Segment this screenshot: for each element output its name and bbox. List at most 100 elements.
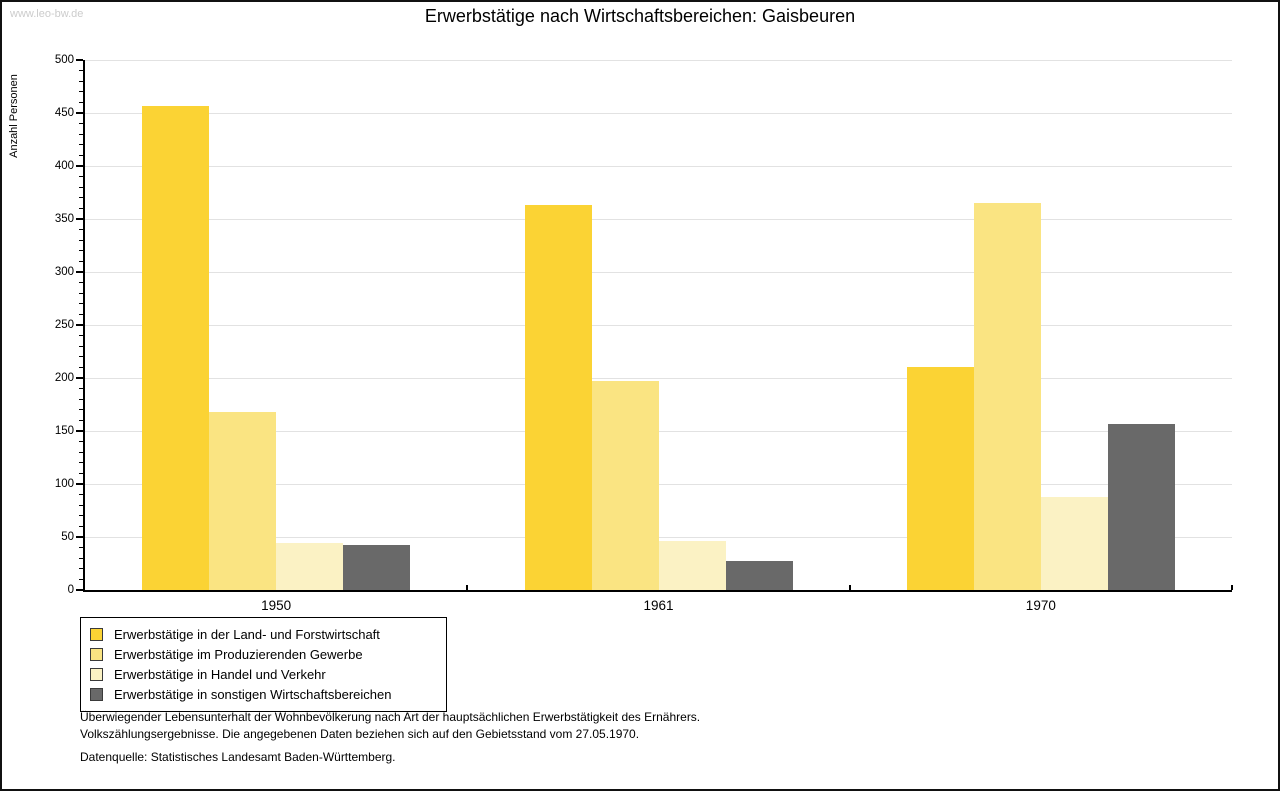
y-tick-490 xyxy=(79,70,83,72)
y-tick-460 xyxy=(79,101,83,103)
y-tick-80 xyxy=(79,504,83,506)
footnote-line-2: Volkszählungsergebnisse. Die angegebenen… xyxy=(80,727,640,741)
y-tick-110 xyxy=(79,472,83,474)
y-tick-270 xyxy=(79,303,83,305)
bar-1961-series4 xyxy=(725,561,793,590)
y-tick-10 xyxy=(79,578,83,580)
bar-1950-series3 xyxy=(276,543,344,590)
bar-1970-series2 xyxy=(973,203,1041,590)
y-tick-290 xyxy=(79,282,83,284)
gridline-250 xyxy=(85,325,1232,326)
bar-1950-series1 xyxy=(142,105,210,590)
y-tick-200 xyxy=(76,377,83,379)
y-tick-340 xyxy=(79,229,83,231)
x-category-label-1961: 1961 xyxy=(643,598,674,613)
y-tick-label-100: 100 xyxy=(54,478,74,490)
y-tick-420 xyxy=(79,144,83,146)
data-source: Datenquelle: Statistisches Landesamt Bad… xyxy=(80,750,396,764)
y-tick-400 xyxy=(76,165,83,167)
gridline-150 xyxy=(85,431,1232,432)
gridline-100 xyxy=(85,484,1232,485)
plot-area: 0 50 100 150 200 250 300 350 400 450 500 1950 1961 19… xyxy=(55,54,1233,613)
legend-item-2: Erwerbstätige im Produzierenden Gewerbe xyxy=(90,644,436,664)
y-tick-100 xyxy=(76,483,83,485)
legend-swatch-icon xyxy=(90,687,103,701)
bar-1961-series2 xyxy=(591,381,659,590)
y-tick-230 xyxy=(79,345,83,347)
y-tick-label-0: 0 xyxy=(67,584,74,596)
x-boundary-tick-3 xyxy=(1231,585,1233,590)
bar-1970-series3 xyxy=(1040,496,1108,590)
y-tick-90 xyxy=(79,494,83,496)
y-tick-20 xyxy=(79,568,83,570)
bar-1950-series4 xyxy=(343,545,411,590)
y-tick-380 xyxy=(79,186,83,188)
y-tick-220 xyxy=(79,356,83,358)
y-tick-500 xyxy=(76,59,83,61)
y-tick-350 xyxy=(76,218,83,220)
legend-item-1: Erwerbstätige in der Land- und Forstwirt… xyxy=(90,624,436,644)
y-tick-210 xyxy=(79,366,83,368)
y-axis-label: Anzahl Personen xyxy=(8,74,20,158)
y-tick-410 xyxy=(79,154,83,156)
y-tick-190 xyxy=(79,388,83,390)
y-tick-label-400: 400 xyxy=(54,160,74,172)
y-tick-240 xyxy=(79,335,83,337)
y-tick-label-200: 200 xyxy=(54,372,74,384)
y-tick-60 xyxy=(79,525,83,527)
gridline-350 xyxy=(85,219,1232,220)
y-tick-480 xyxy=(79,80,83,82)
bar-1970-series4 xyxy=(1107,423,1175,590)
gridline-500 xyxy=(85,60,1232,61)
footnote-line-1: Überwiegender Lebensunterhalt der Wohnbe… xyxy=(80,710,701,724)
y-tick-280 xyxy=(79,292,83,294)
y-tick-320 xyxy=(79,250,83,252)
y-tick-390 xyxy=(79,176,83,178)
y-tick-130 xyxy=(79,451,83,453)
legend-label-2: Erwerbstätige im Produzierenden Gewerbe xyxy=(114,646,363,662)
y-tick-440 xyxy=(79,123,83,125)
legend-label-1: Erwerbstätige in der Land- und Forstwirt… xyxy=(114,626,380,642)
y-tick-label-50: 50 xyxy=(61,531,74,543)
y-tick-120 xyxy=(79,462,83,464)
y-tick-140 xyxy=(79,441,83,443)
y-tick-250 xyxy=(76,324,83,326)
watermark: www.leo-bw.de xyxy=(10,8,84,20)
x-category-label-1970: 1970 xyxy=(1025,598,1056,613)
y-tick-450 xyxy=(76,112,83,114)
y-tick-260 xyxy=(79,313,83,315)
bar-1961-series1 xyxy=(524,205,592,590)
y-tick-150 xyxy=(76,430,83,432)
legend-label-4: Erwerbstätige in sonstigen Wirtschaftsbe… xyxy=(114,686,392,702)
legend: Erwerbstätige in der Land- und Forstwirt… xyxy=(80,617,447,712)
legend-swatch-icon xyxy=(90,627,103,641)
footnote: Überwiegender Lebensunterhalt der Wohnbe… xyxy=(80,709,700,743)
y-tick-310 xyxy=(79,260,83,262)
legend-label-3: Erwerbstätige in Handel und Verkehr xyxy=(114,666,326,682)
y-tick-0 xyxy=(76,589,83,591)
y-tick-370 xyxy=(79,197,83,199)
bar-1950-series2 xyxy=(209,411,277,590)
legend-swatch-icon xyxy=(90,647,103,661)
y-tick-70 xyxy=(79,515,83,517)
x-boundary-tick-1 xyxy=(466,585,469,590)
y-tick-label-350: 350 xyxy=(54,213,74,225)
gridline-450 xyxy=(85,113,1232,114)
y-tick-180 xyxy=(79,398,83,400)
y-tick-360 xyxy=(79,207,83,209)
y-tick-430 xyxy=(79,133,83,135)
y-tick-label-500: 500 xyxy=(54,54,74,66)
y-tick-50 xyxy=(76,536,83,538)
y-tick-label-450: 450 xyxy=(54,107,74,119)
y-tick-160 xyxy=(79,419,83,421)
gridline-300 xyxy=(85,272,1232,273)
legend-item-3: Erwerbstätige in Handel und Verkehr xyxy=(90,664,436,684)
chart-title: Erwerbstätige nach Wirtschaftsbereichen:… xyxy=(424,6,856,26)
y-tick-170 xyxy=(79,409,83,411)
y-tick-label-300: 300 xyxy=(54,266,74,278)
y-tick-30 xyxy=(79,557,83,559)
y-tick-label-250: 250 xyxy=(54,319,74,331)
gridline-400 xyxy=(85,166,1232,167)
y-tick-300 xyxy=(76,271,83,273)
legend-item-4: Erwerbstätige in sonstigen Wirtschaftsbe… xyxy=(90,684,436,704)
